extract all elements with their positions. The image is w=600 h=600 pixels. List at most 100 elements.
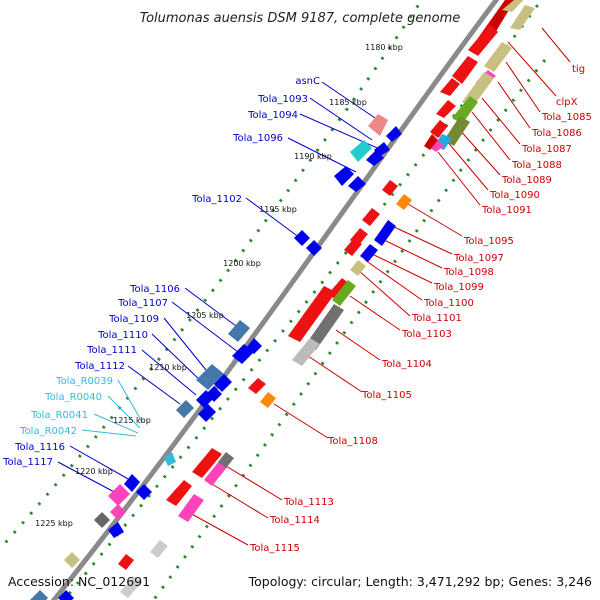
right-connectors <box>187 27 571 546</box>
gene-label-tola-1094[interactable]: Tola_1094 <box>247 110 298 121</box>
gene-label-asnC[interactable]: asnC <box>295 76 320 87</box>
gene-block <box>440 78 460 96</box>
kbp-ticks: 1180 kbp 1185 kbp 1190 kbp 1195 kbp 1200… <box>35 43 403 528</box>
left-connectors <box>57 81 383 495</box>
gene-label-tola-1087[interactable]: Tola_1087 <box>521 144 572 155</box>
gene-label-tola-1090[interactable]: Tola_1090 <box>489 190 540 201</box>
gene-label-tola-1107[interactable]: Tola_1107 <box>117 298 168 309</box>
kbp-tick-label: 1180 kbp <box>365 43 403 52</box>
gene-label-tola-1089[interactable]: Tola_1089 <box>501 175 552 186</box>
gene-label-tig[interactable]: tig <box>572 64 585 75</box>
gene-label-tola-1115[interactable]: Tola_1115 <box>249 543 300 554</box>
gene-block <box>198 404 216 422</box>
kbp-tick-label: 1220 kbp <box>75 467 113 476</box>
gene-label-tola-1088[interactable]: Tola_1088 <box>511 160 562 171</box>
gene-label-tola-1108[interactable]: Tola_1108 <box>327 436 378 447</box>
gene-block <box>424 134 438 150</box>
gene-block <box>178 494 204 522</box>
gene-label-tola-1100[interactable]: Tola_1100 <box>423 298 474 309</box>
gene-block <box>260 392 276 408</box>
right-gene-labels: tig clpX Tola_1085 Tola_1086 Tola_1087 T… <box>249 64 592 554</box>
gene-block <box>120 576 142 598</box>
kbp-tick-label: 1225 kbp <box>35 519 73 528</box>
gene-label-tola-1101[interactable]: Tola_1101 <box>411 313 462 324</box>
inner-tick-track <box>151 59 547 600</box>
gene-block <box>306 240 322 256</box>
gene-block <box>192 448 222 478</box>
gene-label-tola-1099[interactable]: Tola_1099 <box>433 282 484 293</box>
gene-block <box>436 100 456 118</box>
gene-block <box>502 0 524 12</box>
gene-block <box>108 484 130 506</box>
kbp-tick-label: 1200 kbp <box>223 259 261 268</box>
gene-block <box>366 150 384 166</box>
gene-label-tola-r0040[interactable]: Tola_R0040 <box>44 392 102 403</box>
gene-block <box>206 386 222 402</box>
gene-block <box>362 208 380 226</box>
gene-label-tola-1116[interactable]: Tola_1116 <box>14 442 65 453</box>
gene-block <box>430 120 448 138</box>
kbp-tick-label: 1205 kbp <box>186 311 224 320</box>
gene-label-tola-1114[interactable]: Tola_1114 <box>269 515 320 526</box>
gene-label-tola-1110[interactable]: Tola_1110 <box>97 330 148 341</box>
gene-block <box>368 114 388 136</box>
kbp-tick-label: 1210 kbp <box>149 363 187 372</box>
gene-label-tola-r0042[interactable]: Tola_R0042 <box>19 426 77 437</box>
gene-block <box>292 338 320 366</box>
gene-block <box>248 378 266 394</box>
rna-connectors <box>81 379 143 437</box>
gene-label-tola-1093[interactable]: Tola_1093 <box>257 94 308 105</box>
topology-text: Topology: circular; Length: 3,471,292 bp… <box>248 574 592 589</box>
gene-label-tola-1097[interactable]: Tola_1097 <box>453 253 504 264</box>
gene-block <box>430 140 444 152</box>
gene-label-clpx[interactable]: clpX <box>556 97 578 108</box>
kbp-tick-label: 1215 kbp <box>113 416 151 425</box>
gene-label-tola-1109[interactable]: Tola_1109 <box>108 314 159 325</box>
gene-block <box>386 126 402 142</box>
gene-label-tola-1117[interactable]: Tola_1117 <box>2 457 53 468</box>
gene-label-tola-1091[interactable]: Tola_1091 <box>481 205 532 216</box>
gene-block <box>124 474 140 492</box>
left-gene-labels: asnC Tola_1093 Tola_1094 Tola_1096 Tola_… <box>2 76 320 468</box>
kbp-tick-label: 1195 kbp <box>259 205 297 214</box>
kbp-tick-label: 1190 kbp <box>294 152 332 161</box>
gene-block <box>510 5 535 30</box>
outer-gene-blocks <box>30 114 402 600</box>
gene-block <box>294 230 310 246</box>
gene-block <box>166 480 192 506</box>
kbp-tick-label: 1185 kbp <box>329 98 367 107</box>
gene-label-tola-1086[interactable]: Tola_1086 <box>531 128 582 139</box>
gene-block <box>110 504 126 520</box>
gene-label-tola-1112[interactable]: Tola_1112 <box>74 361 125 372</box>
gene-block <box>204 460 228 486</box>
gene-label-tola-r0039[interactable]: Tola_R0039 <box>55 376 113 387</box>
gene-block <box>396 194 412 210</box>
gene-label-tola-1105[interactable]: Tola_1105 <box>361 390 412 401</box>
gene-label-tola-1113[interactable]: Tola_1113 <box>283 497 334 508</box>
gene-label-tola-1104[interactable]: Tola_1104 <box>381 359 432 370</box>
gene-block <box>214 374 232 392</box>
gene-block <box>108 522 124 538</box>
gene-label-tola-1102[interactable]: Tola_1102 <box>191 194 242 205</box>
gene-block <box>306 304 344 350</box>
gene-label-tola-1111[interactable]: Tola_1111 <box>86 345 137 356</box>
gene-label-tola-1106[interactable]: Tola_1106 <box>129 284 180 295</box>
map-title: Tolumonas auensis DSM 9187, complete gen… <box>140 11 461 26</box>
gene-label-tola-1085[interactable]: Tola_1085 <box>541 112 592 123</box>
gene-label-tola-r0041[interactable]: Tola_R0041 <box>30 410 88 421</box>
gene-label-tola-1098[interactable]: Tola_1098 <box>443 267 494 278</box>
gene-label-tola-1103[interactable]: Tola_1103 <box>401 329 452 340</box>
gene-block <box>218 452 234 468</box>
gene-block <box>382 180 398 196</box>
gene-block <box>350 260 366 276</box>
gene-label-tola-1096[interactable]: Tola_1096 <box>232 133 283 144</box>
gene-block <box>118 554 134 570</box>
gene-block <box>94 512 110 528</box>
inner-gene-blocks <box>118 0 535 598</box>
gene-label-tola-1095[interactable]: Tola_1095 <box>463 236 514 247</box>
gene-block <box>350 140 372 162</box>
gene-block <box>344 238 362 256</box>
gene-block <box>468 24 498 56</box>
gene-block <box>360 244 378 262</box>
